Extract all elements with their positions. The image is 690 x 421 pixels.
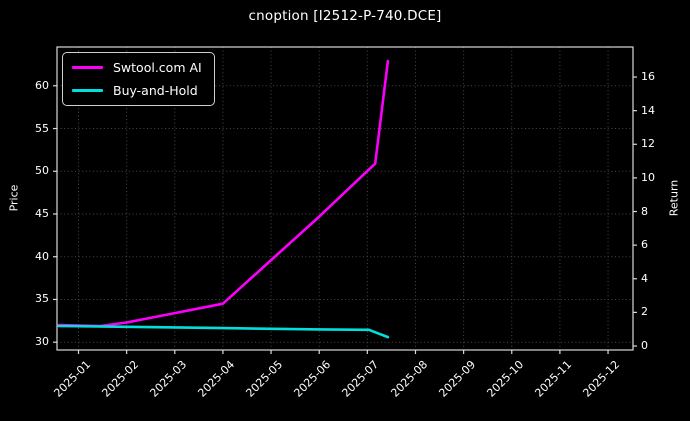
chart-title: cnoption [I2512-P-740.DCE] — [248, 8, 442, 24]
return-tick-label: 12 — [641, 137, 655, 151]
return-tick-label: 2 — [641, 305, 648, 319]
price-tick-label: 40 — [35, 249, 49, 263]
price-tick-label: 60 — [35, 78, 49, 92]
series-line-buy-and-hold — [57, 324, 390, 339]
return-tick-label: 8 — [641, 204, 648, 218]
legend-label: Buy-and-Hold — [113, 83, 198, 98]
price-tick-label: 35 — [35, 292, 49, 306]
legend-line-swatch-cyan — [72, 89, 103, 92]
legend-item-buy-and-hold: Buy-and-Hold — [72, 82, 202, 99]
right-axis-label: Return — [667, 179, 681, 217]
price-tick-label: 50 — [35, 164, 49, 178]
price-tick-label: 55 — [35, 121, 49, 135]
return-tick-label: 4 — [641, 271, 648, 285]
legend: Swtool.com AI Buy-and-Hold — [62, 52, 215, 106]
series-line-swtool-com-ai — [57, 59, 390, 328]
return-tick-label: 10 — [641, 170, 655, 184]
left-axis-label: Price — [7, 184, 21, 212]
price-tick-label: 30 — [35, 335, 49, 349]
return-tick-label: 0 — [641, 339, 648, 352]
plot-border — [56, 46, 634, 351]
return-tick-label: 14 — [641, 103, 655, 117]
return-tick-label: 6 — [641, 238, 648, 252]
legend-label: Swtool.com AI — [113, 60, 202, 75]
legend-line-swatch-magenta — [72, 66, 103, 69]
price-tick-label: 45 — [35, 206, 49, 220]
legend-item-swtool-ai: Swtool.com AI — [72, 59, 202, 76]
return-tick-label: 16 — [641, 70, 655, 84]
